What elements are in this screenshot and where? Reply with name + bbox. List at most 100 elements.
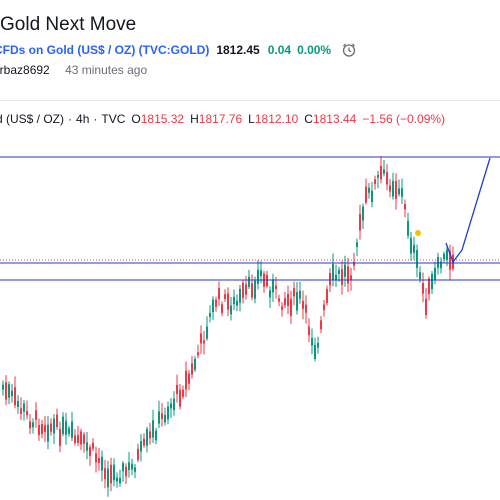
candle-body — [374, 179, 376, 185]
candle-body — [305, 304, 307, 313]
candle-body — [152, 420, 154, 438]
candle-body — [422, 283, 424, 294]
candle-body — [188, 373, 190, 384]
legend-close: 1813.44 — [312, 112, 357, 126]
symbol-link[interactable]: CFDs on Gold (US$ / OZ) (TVC:GOLD) — [0, 43, 210, 57]
candle-body — [308, 326, 310, 336]
candle-body — [275, 285, 277, 289]
candle-body — [416, 250, 418, 268]
candle-body — [254, 280, 256, 299]
candle-body — [182, 389, 184, 397]
candle-body — [446, 249, 448, 260]
candle-body — [68, 428, 70, 434]
candle-body — [167, 406, 169, 420]
candle-body — [251, 283, 253, 298]
candle-body — [347, 266, 349, 284]
candle-body — [365, 186, 367, 203]
candle-body — [389, 185, 391, 192]
candle-body — [26, 410, 28, 416]
candle-body — [317, 342, 319, 348]
candle-body — [332, 264, 334, 281]
legend-source: TVC — [101, 112, 126, 126]
candle-body — [398, 188, 400, 195]
price-chart[interactable] — [0, 130, 500, 500]
candle-body — [71, 421, 73, 438]
candle-body — [377, 174, 379, 178]
candle-body — [344, 264, 346, 277]
candle-body — [98, 457, 100, 463]
candle-body — [116, 477, 118, 482]
candle-body — [353, 261, 355, 266]
candle-body — [239, 288, 241, 303]
candle-body — [224, 294, 226, 300]
candle-body — [302, 300, 304, 309]
candle-body — [371, 190, 373, 203]
candlestick-series — [2, 156, 454, 497]
candle-body — [230, 305, 232, 315]
candle-body — [38, 424, 40, 435]
candle-body — [32, 422, 34, 428]
author-row: arbaz8692 43 minutes ago — [0, 63, 147, 77]
candle-body — [413, 244, 415, 253]
candle-body — [401, 188, 403, 197]
legend-interval: 4h — [76, 112, 90, 126]
candle-body — [329, 273, 331, 286]
candle-body — [176, 384, 178, 394]
candle-body — [197, 352, 199, 356]
candle-body — [101, 456, 103, 471]
candle-body — [140, 441, 142, 452]
candle-body — [170, 403, 172, 409]
legend-low-label: L — [248, 112, 255, 126]
candle-body — [134, 467, 136, 472]
projection-path[interactable] — [445, 157, 491, 264]
candle-body — [425, 298, 427, 316]
candle-body — [200, 333, 202, 344]
legend-open: 1815.32 — [140, 112, 185, 126]
candle-body — [20, 408, 22, 414]
candle-body — [386, 172, 388, 185]
candle-body — [314, 345, 316, 360]
candle-body — [23, 403, 25, 412]
candle-body — [44, 424, 46, 433]
candle-body — [158, 411, 160, 424]
candle-body — [143, 438, 145, 446]
candle-body — [269, 290, 271, 298]
candle-body — [272, 279, 274, 293]
candle-body — [341, 269, 343, 285]
candle-body — [77, 435, 79, 443]
candle-body — [428, 278, 430, 295]
candle-body — [113, 464, 115, 481]
candle-body — [74, 435, 76, 443]
candle-body — [434, 267, 436, 280]
market-hours-clock-icon[interactable] — [341, 42, 357, 58]
candle-body — [173, 398, 175, 411]
author-name[interactable]: arbaz8692 — [0, 63, 50, 77]
candle-body — [419, 272, 421, 280]
candle-body — [293, 288, 295, 297]
candle-body — [242, 282, 244, 298]
legend-open-label: O — [131, 112, 141, 126]
candle-body — [380, 165, 382, 180]
candle-body — [227, 293, 229, 310]
header-divider — [0, 100, 500, 101]
candle-body — [356, 242, 358, 247]
legend-symbol[interactable]: d (US$ / OZ) — [0, 112, 65, 126]
candle-body — [83, 434, 85, 444]
legend-close-label: C — [304, 112, 313, 126]
candle-body — [122, 463, 124, 472]
event-marker[interactable] — [415, 230, 421, 236]
candle-body — [119, 477, 121, 484]
candle-body — [59, 429, 61, 446]
candle-body — [155, 430, 157, 441]
candle-body — [215, 299, 217, 307]
legend-change: −1.56 (−0.09%) — [362, 112, 446, 126]
candle-body — [89, 447, 91, 456]
candle-body — [161, 413, 163, 419]
candle-body — [95, 453, 97, 463]
candle-body — [128, 462, 130, 471]
candle-body — [5, 382, 7, 400]
candle-body — [290, 298, 292, 316]
candle-body — [287, 293, 289, 306]
candle-body — [104, 468, 106, 480]
candle-body — [218, 288, 220, 300]
